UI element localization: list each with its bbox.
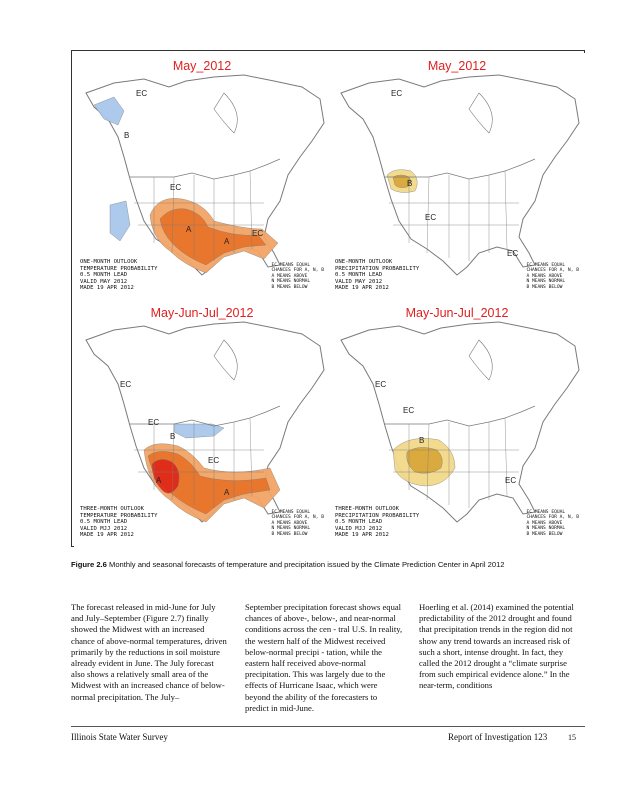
caption-text: Monthly and seasonal forecasts of temper… — [109, 560, 505, 569]
page-number: 15 — [568, 733, 576, 742]
outlook-legend: THREE-MONTH OUTLOOK PRECIPITATION PROBAB… — [335, 506, 420, 539]
state-line — [171, 423, 175, 501]
forecast-shading — [406, 447, 443, 474]
body-column-3: Hoerling et al. (2014) examined the pote… — [419, 602, 577, 692]
paragraph: The forecast released in mid-June for Ju… — [71, 602, 227, 702]
forecast-shading — [109, 200, 131, 242]
map-label: EC — [403, 406, 415, 415]
forecast-figure: May_2012 EC EC EC B A A ONE-MONTH OUTLOO… — [71, 50, 585, 547]
map-label: EC — [252, 229, 264, 238]
category-legend: EC MEANS EQUAL CHANCES FOR A, N, B A MEA… — [271, 509, 324, 537]
map-label: B — [407, 179, 413, 188]
footer-right: Report of Investigation 123 — [448, 732, 548, 742]
state-line — [426, 423, 430, 501]
hudson-bay-outline — [468, 339, 493, 381]
body-column-2: September precipitation forecast shows e… — [245, 602, 403, 714]
paragraph: September precipitation forecast shows e… — [245, 602, 403, 713]
state-line — [504, 417, 508, 497]
map-panel-may-precipitation: May_2012 EC EC EC B ONE-MONTH OUTLOOK PR… — [329, 53, 585, 300]
map-label: EC — [391, 89, 403, 98]
map-label: EC — [507, 249, 519, 258]
map-label: B — [419, 436, 425, 445]
figure-caption: Figure 2.6 Monthly and seasonal forecast… — [71, 559, 585, 570]
country-border — [385, 405, 536, 427]
map-drawing — [340, 321, 580, 523]
paragraph: Hoerling et al. (2014) examined the pote… — [419, 602, 574, 691]
category-legend: EC MEANS EQUAL CHANCES FOR A, N, B A MEA… — [526, 262, 579, 290]
map-label: B — [170, 432, 176, 441]
footer-rule — [71, 726, 585, 727]
map-label: B — [124, 131, 130, 140]
state-line — [504, 170, 508, 250]
country-border — [130, 405, 281, 427]
category-legend: EC MEANS EQUAL CHANCES FOR A, N, B A MEA… — [271, 262, 324, 290]
panel-title: May_2012 — [427, 59, 487, 73]
state-line — [426, 176, 430, 254]
footer-left: Illinois State Water Survey — [71, 732, 168, 742]
outlook-legend: ONE-MONTH OUTLOOK TEMPERATURE PROBABILIT… — [80, 259, 158, 292]
continent-outline — [340, 74, 580, 276]
continent-outline — [340, 321, 580, 523]
hudson-bay-outline — [213, 339, 238, 381]
panel-title: May-Jun-Jul_2012 — [405, 306, 509, 320]
map-panel-mjj-precipitation: May-Jun-Jul_2012 EC EC EC B THREE-MONTH … — [329, 300, 585, 547]
map-label: EC — [148, 418, 160, 427]
map-label: EC — [136, 89, 148, 98]
country-border — [385, 158, 536, 180]
state-line — [171, 176, 175, 254]
body-column-1: The forecast released in mid-June for Ju… — [71, 602, 229, 703]
map-label: EC — [425, 213, 437, 222]
figure-label: Figure 2.6 — [71, 560, 107, 569]
category-legend: EC MEANS EQUAL CHANCES FOR A, N, B A MEA… — [526, 509, 579, 537]
state-line — [249, 417, 253, 497]
map-label: A — [186, 225, 192, 234]
map-label: EC — [208, 456, 220, 465]
map-drawing — [85, 74, 325, 276]
map-label: A — [156, 476, 162, 485]
map-label: A — [224, 237, 230, 246]
state-line — [249, 170, 253, 250]
map-label: EC — [505, 476, 517, 485]
map-label: EC — [375, 380, 387, 389]
map-drawing — [340, 74, 580, 276]
forecast-shading — [392, 174, 411, 188]
continent-outline — [85, 74, 325, 276]
map-panel-mjj-temperature: May-Jun-Jul_2012 EC EC EC B A A THREE-MO… — [74, 300, 330, 547]
hudson-bay-outline — [468, 92, 493, 134]
map-label: EC — [120, 380, 132, 389]
hudson-bay-outline — [213, 92, 238, 134]
forecast-shading — [93, 96, 125, 126]
outlook-legend: ONE-MONTH OUTLOOK PRECIPITATION PROBABIL… — [335, 259, 420, 292]
outlook-legend: THREE-MONTH OUTLOOK TEMPERATURE PROBABIL… — [80, 506, 158, 539]
forecast-shading — [159, 208, 267, 266]
map-label: A — [224, 488, 230, 497]
map-label: EC — [170, 183, 182, 192]
country-border — [130, 158, 281, 180]
panel-title: May-Jun-Jul_2012 — [150, 306, 254, 320]
panel-title: May_2012 — [172, 59, 232, 73]
map-panel-may-temperature: May_2012 EC EC EC B A A ONE-MONTH OUTLOO… — [74, 53, 330, 300]
map-drawing — [85, 321, 325, 523]
